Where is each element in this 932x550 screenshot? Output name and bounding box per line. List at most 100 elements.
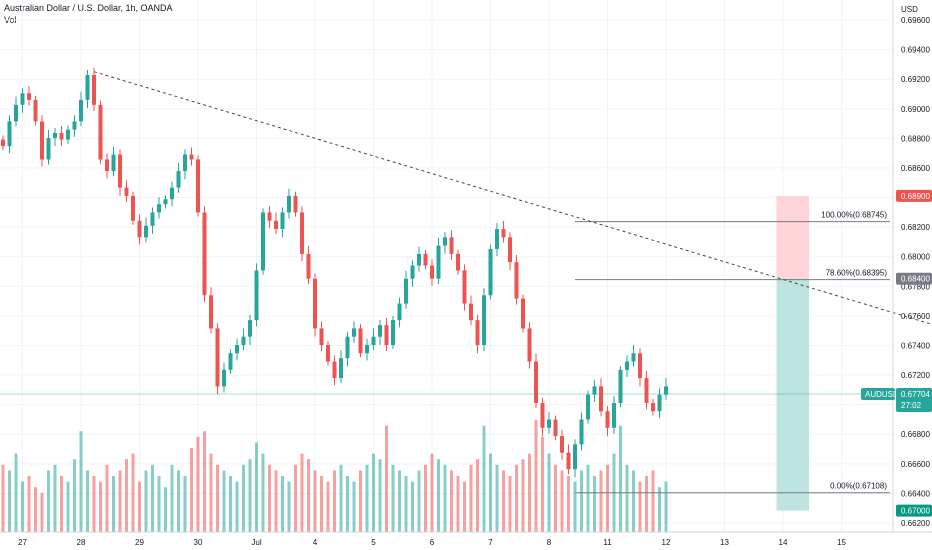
candle-body (111, 154, 116, 172)
candle-body (358, 328, 363, 354)
time-axis[interactable]: 27 28 29 30 Jul 4 5 6 7 8 11 12 13 14 15 (0, 531, 932, 547)
volume-bar (638, 481, 642, 532)
candle-body (560, 436, 564, 453)
volume-bar (40, 492, 44, 532)
price-badge-text: 0.68400 (901, 275, 930, 284)
time-tick-label: 5 (371, 538, 376, 547)
candle-body (404, 278, 408, 304)
volume-bar (157, 476, 161, 532)
current-price-text: 0.67704 (901, 390, 930, 399)
candle-body (280, 212, 285, 230)
candle-body (586, 394, 590, 420)
candle-body (254, 270, 259, 321)
volume-bar (177, 470, 180, 532)
candle-body (215, 328, 220, 387)
candle-body (72, 121, 77, 130)
fib-level-label: 78.60%(0.68395) (826, 269, 888, 278)
candle-body (592, 386, 597, 395)
candle-body (456, 253, 460, 271)
volume-bar (8, 470, 11, 532)
price-tick-label: 0.67200 (901, 371, 930, 380)
price-tick-label: 0.68000 (901, 253, 930, 262)
volume-bar (105, 464, 109, 532)
candle-body (66, 129, 70, 140)
position-zones[interactable] (776, 195, 810, 511)
candle-body (176, 171, 181, 188)
volume-bar (534, 420, 538, 532)
volume-bar (86, 470, 89, 532)
volume-bar (268, 464, 271, 532)
countdown-text: 27:02 (901, 401, 922, 410)
time-tick-label: 28 (77, 538, 86, 547)
drawing-tools[interactable]: 100.00%(0.68745) 78.60%(0.68395) 0.00%(0.6… (0, 71, 932, 494)
volume-bar (21, 481, 24, 532)
candle-body (183, 154, 187, 172)
volume-bar (359, 470, 362, 532)
price-badge-text: 0.68900 (901, 192, 930, 201)
volume-bar (482, 425, 486, 532)
candle-body (605, 411, 610, 428)
candle-body (1, 139, 5, 147)
price-tick-label: 0.66600 (901, 460, 930, 469)
candle-body (98, 104, 103, 160)
candle-body (319, 328, 324, 345)
price-tick-label: 0.67800 (901, 282, 930, 291)
price-tick-label: 0.67400 (901, 341, 930, 350)
volume-bar (450, 470, 453, 532)
volume-bar (541, 436, 544, 532)
volume-bar (619, 425, 622, 532)
candle-body (443, 237, 447, 246)
price-axis[interactable]: USD 0.66200 0.66400 0.66600 0.66800 0.67000 0.… (861, 0, 932, 532)
candle-body (27, 93, 31, 100)
volume-bar (274, 470, 278, 532)
candle-body (534, 361, 538, 403)
candle-body (7, 121, 12, 147)
volume-bar (658, 487, 661, 532)
volume-bar (456, 476, 460, 532)
volume-bar (235, 481, 239, 532)
volume-bar (547, 453, 551, 532)
volume-bar (320, 476, 323, 532)
candle-body (196, 159, 200, 213)
take-profit-zone (776, 278, 809, 511)
time-tick-label: 13 (720, 538, 729, 547)
time-tick-label: 29 (135, 538, 144, 547)
candle-body (313, 278, 317, 329)
symbol-badge (861, 388, 895, 401)
candle-body (241, 336, 246, 345)
candle-body (267, 212, 272, 221)
candle-body (137, 220, 142, 238)
candle-body (144, 225, 148, 238)
volume-bar (222, 470, 226, 532)
candle-body (261, 212, 265, 271)
candle-body (553, 419, 558, 437)
volume-bar (515, 464, 518, 532)
candle-body (326, 344, 330, 362)
volume-bar (339, 464, 343, 532)
volume-bar (326, 481, 330, 532)
candle-body (14, 104, 18, 122)
time-tick-label: 8 (547, 538, 552, 547)
time-tick-label: Jul (251, 538, 261, 547)
candle-body (306, 253, 311, 279)
candle-body (469, 303, 473, 321)
volume-bar (287, 481, 291, 532)
time-tick-label: 12 (662, 538, 671, 547)
candle-body (163, 199, 168, 205)
candle-body (566, 452, 571, 470)
volume-bar (255, 442, 258, 532)
currency-label: USD (901, 5, 918, 14)
candle-body (300, 212, 304, 254)
candle-body (105, 159, 109, 172)
trend-line (93, 71, 932, 325)
volume-bar (554, 464, 557, 532)
candle-body (514, 262, 519, 299)
volume-bar (261, 453, 265, 532)
candle-body (618, 369, 623, 403)
volume-bar (190, 448, 193, 532)
candle-body (345, 336, 350, 359)
candle-body (228, 353, 233, 370)
volume-bar (586, 464, 590, 532)
volume-bar (170, 464, 174, 532)
